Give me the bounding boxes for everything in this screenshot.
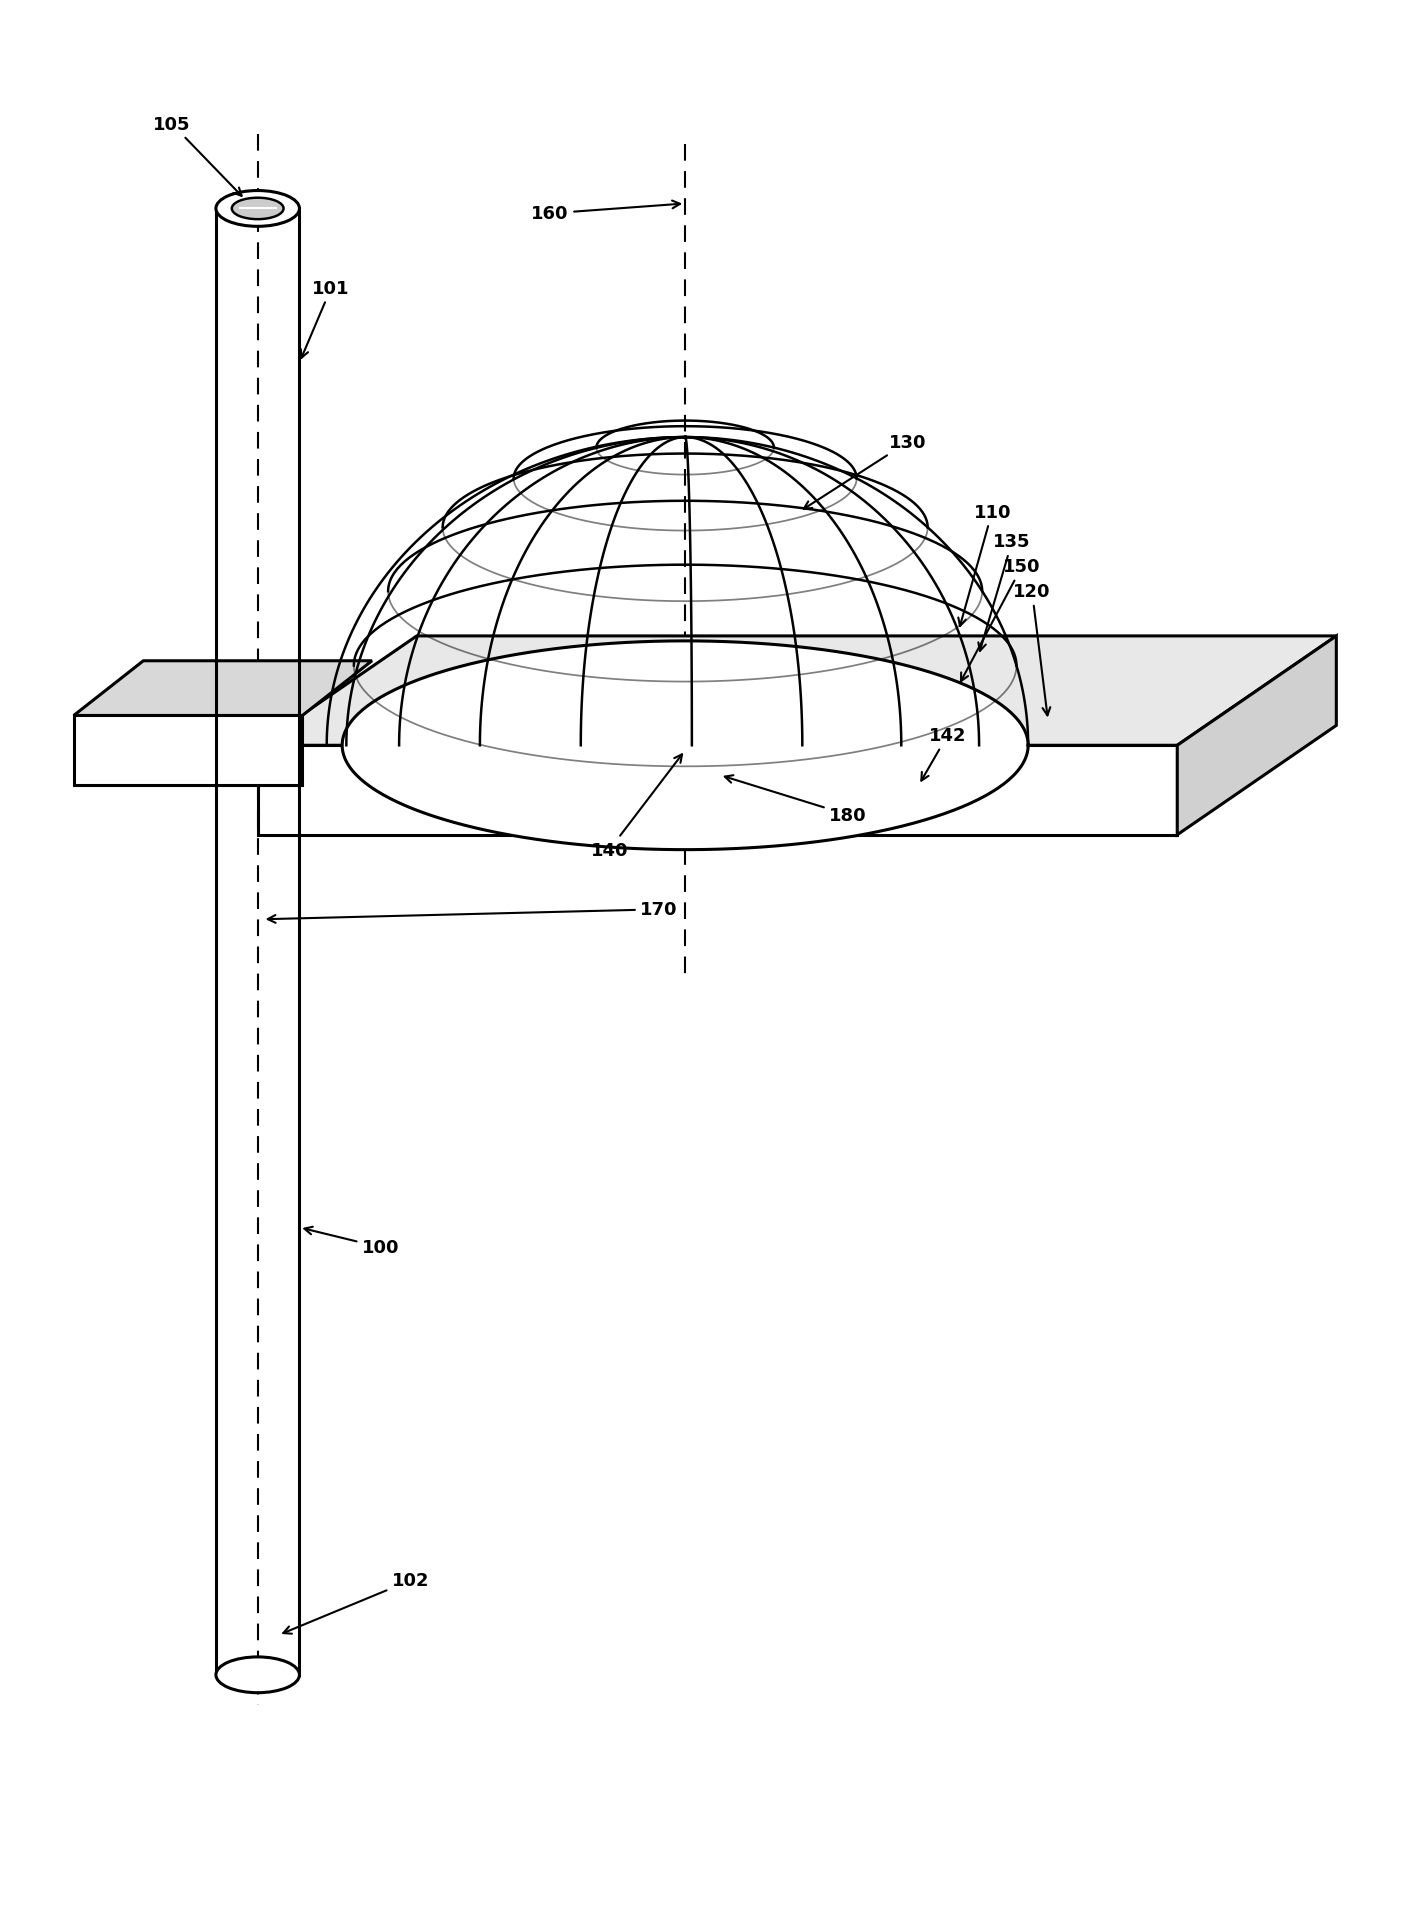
Text: 102: 102: [284, 1571, 429, 1635]
Text: 160: 160: [532, 202, 680, 223]
Text: 170: 170: [268, 900, 678, 923]
Ellipse shape: [232, 198, 284, 219]
Text: 101: 101: [301, 281, 351, 358]
Polygon shape: [258, 637, 1337, 746]
Text: 180: 180: [725, 775, 866, 825]
Polygon shape: [258, 746, 1177, 835]
Polygon shape: [1177, 637, 1337, 835]
Text: 150: 150: [960, 558, 1040, 683]
Ellipse shape: [217, 192, 299, 227]
Ellipse shape: [217, 1658, 299, 1692]
Polygon shape: [342, 642, 1029, 850]
Text: 140: 140: [591, 756, 683, 860]
Polygon shape: [74, 662, 372, 715]
Text: 135: 135: [979, 533, 1030, 652]
Text: 100: 100: [305, 1227, 399, 1256]
Text: 120: 120: [1013, 583, 1050, 715]
Polygon shape: [74, 715, 302, 787]
Text: 142: 142: [922, 727, 966, 781]
Text: 105: 105: [154, 115, 242, 196]
Text: 130: 130: [804, 435, 926, 510]
Text: 110: 110: [958, 504, 1010, 627]
